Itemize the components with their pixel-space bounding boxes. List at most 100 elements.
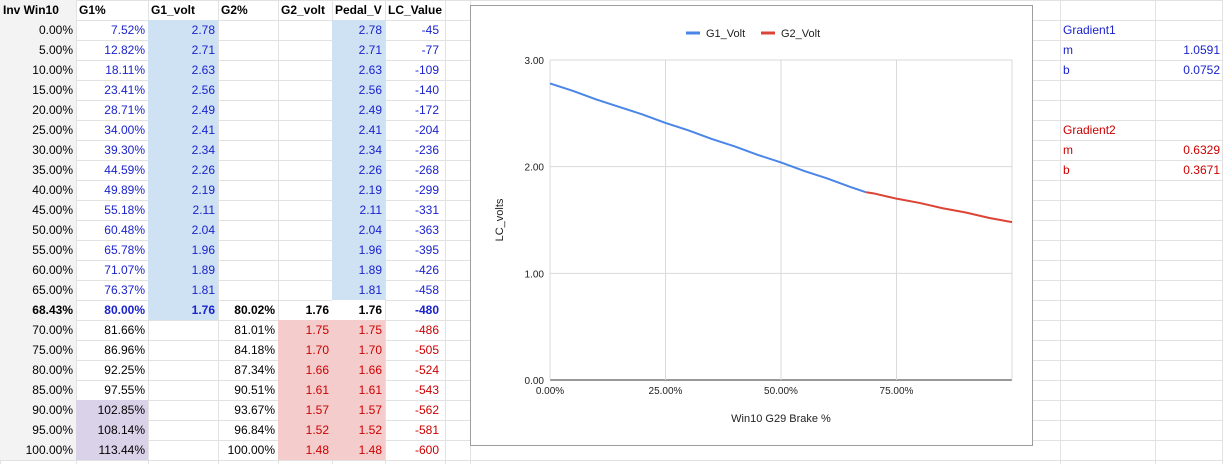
cell-g2[interactable] <box>218 120 278 140</box>
cell-g1[interactable]: 76.37% <box>104 283 145 297</box>
cell-g2v[interactable]: 1.70 <box>305 343 329 357</box>
cell-g1[interactable]: 18.11% <box>105 63 145 77</box>
cell-g1[interactable]: 7.52% <box>110 23 145 37</box>
header-inv-win10[interactable]: Inv Win10 <box>3 3 59 17</box>
cell-g2v[interactable]: 1.76 <box>305 303 329 317</box>
cell-g2v[interactable] <box>278 80 332 100</box>
cell-pedal[interactable]: 1.66 <box>358 363 382 377</box>
cell-pedal[interactable]: 1.70 <box>358 343 382 357</box>
header-g1-volt[interactable]: G1_volt <box>151 3 196 17</box>
cell-g1v[interactable]: 2.19 <box>191 183 215 197</box>
header-g2-pct[interactable]: G2% <box>221 3 248 17</box>
cell-inv[interactable]: 95.00% <box>32 423 73 437</box>
b1-label[interactable]: b <box>1063 63 1070 77</box>
cell-g1[interactable]: 102.85% <box>97 403 145 417</box>
cell-g1[interactable]: 86.96% <box>104 343 145 357</box>
b2-value[interactable]: 0.3671 <box>1183 163 1220 177</box>
cell-g2v[interactable] <box>278 220 332 240</box>
cell-pedal[interactable]: 1.57 <box>358 403 382 417</box>
cell-g2v[interactable] <box>278 120 332 140</box>
cell-g1v[interactable]: 1.81 <box>191 283 215 297</box>
cell-pedal[interactable]: 2.04 <box>358 223 382 237</box>
b1-value[interactable]: 0.0752 <box>1183 63 1220 77</box>
cell-g1v[interactable] <box>148 340 218 360</box>
cell-g1v[interactable]: 2.71 <box>191 43 215 57</box>
cell-lc[interactable]: -600 <box>414 443 439 457</box>
cell-g1v[interactable]: 2.63 <box>191 63 215 77</box>
cell-pedal[interactable]: 2.49 <box>358 103 382 117</box>
cell-inv[interactable]: 65.00% <box>32 283 73 297</box>
cell-g1[interactable]: 49.89% <box>104 183 145 197</box>
cell-pedal[interactable]: 1.96 <box>358 243 382 257</box>
cell-inv[interactable]: 5.00% <box>38 43 73 57</box>
cell-g2v[interactable] <box>278 240 332 260</box>
cell-inv[interactable]: 40.00% <box>32 183 73 197</box>
cell-inv[interactable]: 30.00% <box>32 143 73 157</box>
cell-g1v[interactable]: 2.41 <box>191 123 215 137</box>
cell-lc[interactable]: -109 <box>414 63 439 77</box>
cell-g2[interactable] <box>218 280 278 300</box>
cell-pedal[interactable]: 1.81 <box>358 283 382 297</box>
cell-inv[interactable]: 20.00% <box>32 103 73 117</box>
cell-lc[interactable]: -505 <box>414 343 439 357</box>
cell-g1v[interactable]: 2.11 <box>192 203 215 217</box>
cell-g1[interactable]: 55.18% <box>104 203 145 217</box>
cell-lc[interactable]: -426 <box>414 263 439 277</box>
cell-g2[interactable] <box>218 80 278 100</box>
cell-lc[interactable]: -236 <box>414 143 439 157</box>
cell-g1[interactable]: 28.71% <box>104 103 145 117</box>
cell-g1v[interactable]: 1.76 <box>191 303 215 317</box>
cell-g1v[interactable] <box>148 400 218 420</box>
cell-g2v[interactable]: 1.52 <box>305 423 329 437</box>
cell-lc[interactable]: -486 <box>414 323 439 337</box>
cell-pedal[interactable]: 1.48 <box>358 443 382 457</box>
cell-inv[interactable]: 70.00% <box>32 323 73 337</box>
cell-lc[interactable]: -524 <box>414 363 439 377</box>
cell-pedal[interactable]: 1.75 <box>358 323 382 337</box>
cell-g2[interactable] <box>218 40 278 60</box>
cell-g1v[interactable]: 1.89 <box>191 263 215 277</box>
cell-inv[interactable]: 45.00% <box>32 203 73 217</box>
cell-g2[interactable]: 96.84% <box>234 423 275 437</box>
m2-value[interactable]: 0.6329 <box>1183 143 1220 157</box>
cell-g2[interactable]: 87.34% <box>234 363 275 377</box>
cell-g1[interactable]: 92.25% <box>104 363 145 377</box>
m1-label[interactable]: m <box>1063 43 1073 57</box>
cell-g1[interactable]: 71.07% <box>104 263 145 277</box>
cell-g1[interactable]: 60.48% <box>104 223 145 237</box>
cell-lc[interactable]: -140 <box>414 83 439 97</box>
header-pedal-v[interactable]: Pedal_V <box>335 3 382 17</box>
cell-g2v[interactable]: 1.57 <box>305 403 329 417</box>
cell-g2[interactable] <box>218 260 278 280</box>
cell-pedal[interactable]: 2.56 <box>358 83 382 97</box>
cell-g1[interactable]: 97.55% <box>104 383 145 397</box>
line-chart[interactable]: 0.00 1.00 2.00 3.00 0.00% 25.00% 50.00% 75.00% W… <box>470 5 1033 446</box>
cell-lc[interactable]: -299 <box>414 183 439 197</box>
b2-label[interactable]: b <box>1063 163 1070 177</box>
cell-g1[interactable]: 39.30% <box>104 143 145 157</box>
cell-g2[interactable]: 100.00% <box>227 443 275 457</box>
cell-g2v[interactable] <box>278 160 332 180</box>
cell-g2v[interactable] <box>278 280 332 300</box>
gradient2-label[interactable]: Gradient2 <box>1063 123 1116 137</box>
gradient1-label[interactable]: Gradient1 <box>1063 23 1116 37</box>
cell-inv[interactable]: 60.00% <box>32 263 73 277</box>
cell-pedal[interactable]: 2.19 <box>358 183 382 197</box>
cell-g2v[interactable]: 1.66 <box>305 363 329 377</box>
cell-lc[interactable]: -204 <box>414 123 439 137</box>
cell-pedal[interactable]: 2.26 <box>358 163 382 177</box>
cell-lc[interactable]: -458 <box>414 283 439 297</box>
cell-g1[interactable]: 23.41% <box>104 83 145 97</box>
cell-pedal[interactable]: 2.78 <box>358 23 382 37</box>
cell-lc[interactable]: -331 <box>414 203 439 217</box>
cell-lc[interactable]: -562 <box>414 403 439 417</box>
cell-inv[interactable]: 55.00% <box>32 243 73 257</box>
cell-inv[interactable]: 50.00% <box>32 223 73 237</box>
cell-g2[interactable] <box>218 200 278 220</box>
cell-g2v[interactable]: 1.48 <box>305 443 329 457</box>
cell-inv[interactable]: 100.00% <box>25 443 73 457</box>
cell-inv[interactable]: 35.00% <box>32 163 73 177</box>
cell-inv[interactable]: 75.00% <box>32 343 73 357</box>
cell-g1[interactable]: 65.78% <box>104 243 145 257</box>
cell-g2v[interactable]: 1.61 <box>305 383 329 397</box>
